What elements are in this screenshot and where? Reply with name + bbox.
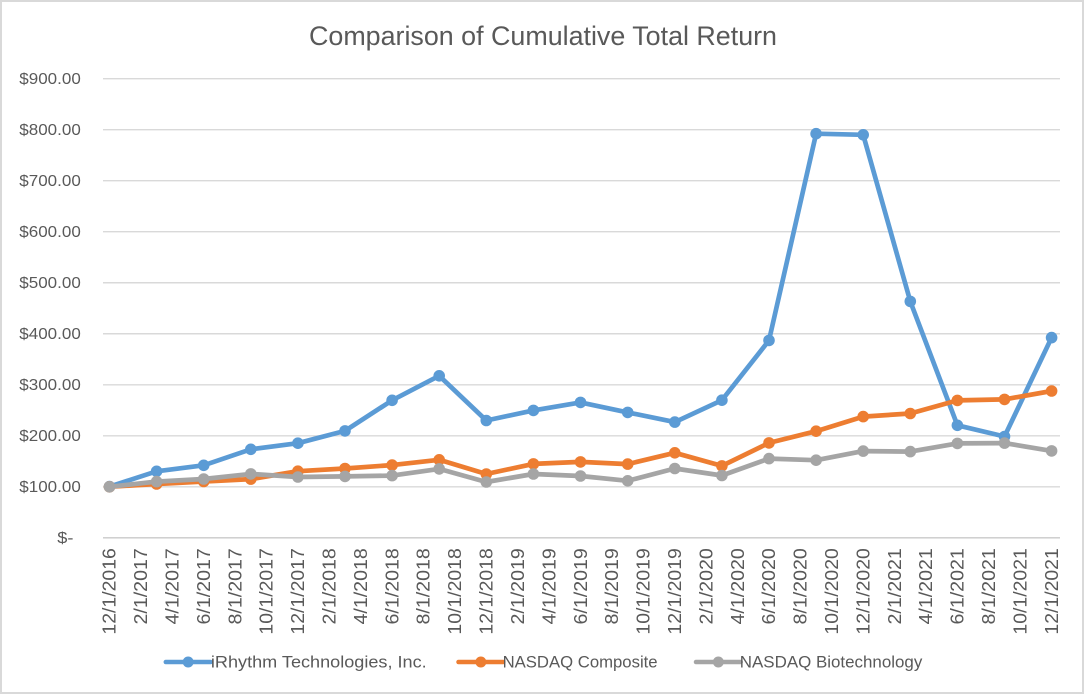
svg-text:6/1/2017: 6/1/2017 bbox=[194, 548, 214, 624]
svg-text:6/1/2018: 6/1/2018 bbox=[382, 548, 402, 624]
svg-text:8/1/2020: 8/1/2020 bbox=[791, 548, 811, 624]
svg-text:10/1/2017: 10/1/2017 bbox=[257, 548, 277, 634]
svg-text:$200.00: $200.00 bbox=[19, 428, 81, 445]
svg-text:$100.00: $100.00 bbox=[19, 479, 81, 496]
svg-text:4/1/2019: 4/1/2019 bbox=[539, 548, 559, 624]
svg-text:$900.00: $900.00 bbox=[19, 71, 81, 88]
svg-text:12/1/2021: 12/1/2021 bbox=[1042, 548, 1062, 634]
svg-text:2/1/2017: 2/1/2017 bbox=[131, 548, 151, 624]
svg-text:2/1/2020: 2/1/2020 bbox=[696, 548, 716, 624]
svg-text:$600.00: $600.00 bbox=[19, 224, 81, 241]
svg-text:4/1/2018: 4/1/2018 bbox=[351, 548, 371, 624]
svg-text:12/1/2018: 12/1/2018 bbox=[477, 548, 497, 634]
svg-text:10/1/2021: 10/1/2021 bbox=[1010, 548, 1030, 634]
svg-text:4/1/2020: 4/1/2020 bbox=[728, 548, 748, 624]
svg-text:NASDAQ Biotechnology: NASDAQ Biotechnology bbox=[740, 653, 923, 672]
svg-text:$-: $- bbox=[57, 530, 73, 547]
svg-text:2/1/2018: 2/1/2018 bbox=[320, 548, 340, 624]
svg-text:2/1/2019: 2/1/2019 bbox=[508, 548, 528, 624]
svg-text:6/1/2020: 6/1/2020 bbox=[759, 548, 779, 624]
svg-text:iRhythm Technologies, Inc.: iRhythm Technologies, Inc. bbox=[211, 653, 427, 672]
svg-text:12/1/2017: 12/1/2017 bbox=[288, 548, 308, 634]
svg-text:NASDAQ Composite: NASDAQ Composite bbox=[503, 653, 658, 672]
svg-text:8/1/2018: 8/1/2018 bbox=[414, 548, 434, 624]
svg-text:10/1/2020: 10/1/2020 bbox=[822, 548, 842, 634]
svg-text:12/1/2016: 12/1/2016 bbox=[100, 548, 120, 634]
svg-text:12/1/2020: 12/1/2020 bbox=[853, 548, 873, 634]
svg-text:Comparison of Cumulative Total: Comparison of Cumulative Total Return bbox=[309, 21, 777, 51]
svg-text:8/1/2019: 8/1/2019 bbox=[602, 548, 622, 624]
svg-text:$800.00: $800.00 bbox=[19, 122, 81, 139]
svg-text:$500.00: $500.00 bbox=[19, 275, 81, 292]
svg-text:12/1/2019: 12/1/2019 bbox=[665, 548, 685, 634]
svg-text:$300.00: $300.00 bbox=[19, 377, 81, 394]
svg-text:8/1/2021: 8/1/2021 bbox=[979, 548, 999, 624]
svg-text:6/1/2021: 6/1/2021 bbox=[948, 548, 968, 624]
svg-text:$400.00: $400.00 bbox=[19, 326, 81, 343]
svg-text:10/1/2019: 10/1/2019 bbox=[634, 548, 654, 634]
svg-text:10/1/2018: 10/1/2018 bbox=[445, 548, 465, 634]
svg-text:4/1/2021: 4/1/2021 bbox=[916, 548, 936, 624]
svg-text:8/1/2017: 8/1/2017 bbox=[225, 548, 245, 624]
svg-text:$700.00: $700.00 bbox=[19, 173, 81, 190]
svg-text:4/1/2017: 4/1/2017 bbox=[163, 548, 183, 624]
svg-text:6/1/2019: 6/1/2019 bbox=[571, 548, 591, 624]
svg-text:2/1/2021: 2/1/2021 bbox=[885, 548, 905, 624]
